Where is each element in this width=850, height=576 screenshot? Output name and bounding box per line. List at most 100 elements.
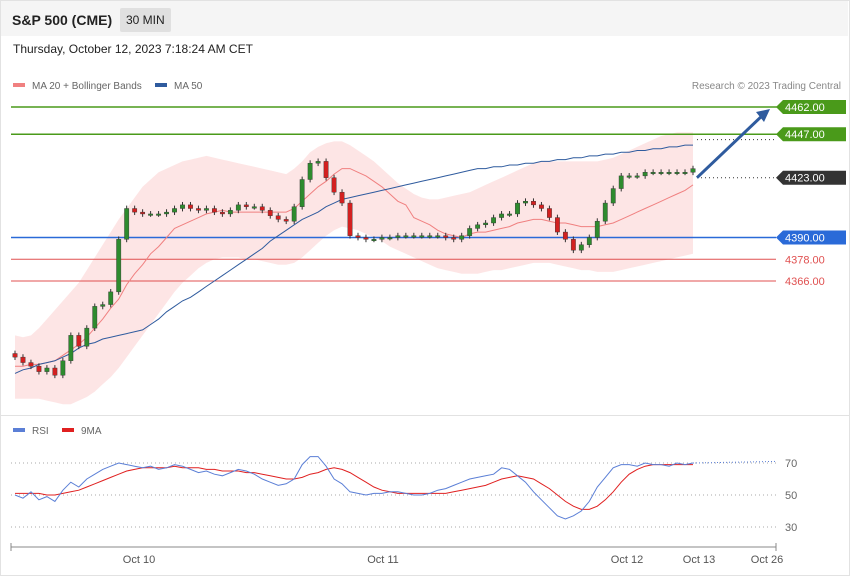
candle-body — [443, 235, 449, 238]
candle-body — [531, 201, 536, 206]
candle-body — [100, 304, 106, 307]
candle-body — [92, 306, 98, 329]
candle-body — [555, 217, 560, 233]
legend-9ma: 9MA — [62, 426, 102, 437]
candle-body — [435, 235, 441, 238]
candle-body — [634, 175, 640, 178]
projection-shaft — [695, 112, 766, 179]
projection-head — [756, 109, 770, 122]
legend-9ma-label: 9MA — [81, 426, 102, 437]
candle-body — [483, 222, 489, 226]
time-label: Oct 13 — [683, 554, 715, 566]
level-label-4447.00: 4447.00 — [785, 129, 825, 141]
timeframe-button[interactable]: 30 MIN — [120, 8, 171, 32]
candle-body — [523, 201, 528, 204]
rsi-extension — [692, 460, 777, 464]
candle-body — [68, 335, 74, 361]
time-label: Oct 10 — [123, 554, 155, 566]
candle-body — [331, 177, 337, 193]
candle-body — [60, 360, 66, 376]
candle-body — [204, 208, 209, 211]
bollinger-fill — [15, 132, 693, 405]
candle-body — [499, 213, 504, 218]
candle-body — [299, 179, 305, 207]
candle-body — [140, 211, 146, 215]
legend-ma50: MA 50 — [155, 81, 202, 92]
candle-body — [395, 235, 401, 238]
candle-body — [570, 239, 576, 251]
level-label-4390.00: 4390.00 — [785, 233, 825, 245]
candle-body — [658, 172, 664, 174]
rsi-panel: 70 50 30 — [11, 456, 797, 534]
candle-body — [36, 365, 42, 372]
candle-body — [156, 213, 161, 216]
legend-ma50-label: MA 50 — [174, 81, 203, 92]
level-label-4366.00: 4366.00 — [785, 276, 825, 288]
candle-body — [227, 210, 233, 215]
candles — [12, 158, 696, 379]
candle-body — [539, 204, 544, 209]
candle-body — [467, 228, 473, 236]
candle-body — [108, 291, 114, 305]
legend-rsi-label: RSI — [32, 426, 49, 437]
candle-body — [251, 206, 257, 209]
ma50-line — [14, 144, 693, 374]
candle-body — [515, 202, 520, 215]
candle-body — [419, 235, 425, 238]
candle-body — [602, 202, 608, 222]
rsi-swatch — [13, 428, 25, 433]
candle-body — [291, 206, 297, 222]
candle-body — [682, 172, 688, 174]
candle-body — [124, 208, 130, 240]
price-levels: 4462.00 4447.00 4423.00 4390.00 4378.00 4366.… — [11, 100, 846, 288]
candle-body — [618, 175, 624, 189]
candle-body — [674, 172, 680, 174]
candle-body — [610, 188, 616, 204]
time-label: Oct 26 — [751, 554, 783, 566]
candle-body — [491, 217, 496, 224]
candle-body — [650, 172, 656, 174]
candle-body — [323, 161, 329, 178]
candle-body — [379, 237, 385, 240]
credit-text: Research © 2023 Trading Central — [691, 81, 841, 92]
candle-body — [507, 213, 512, 216]
candle-body — [355, 235, 361, 238]
candle-body — [411, 235, 417, 238]
candle-body — [219, 211, 225, 215]
time-axis: Oct 10 Oct 11 Oct 12 Oct 13 Oct 26 — [10, 543, 783, 566]
legend-rsi: RSI — [13, 426, 49, 437]
candle-body — [347, 202, 353, 236]
bollinger-band — [15, 132, 693, 405]
candle-body — [180, 204, 185, 209]
rsi-tick-30: 30 — [785, 522, 797, 534]
level-label-4378.00: 4378.00 — [785, 254, 825, 266]
level-label-4462.00: 4462.00 — [785, 102, 825, 114]
candle-body — [275, 215, 281, 220]
time-label: Oct 12 — [611, 554, 643, 566]
candle-body — [148, 213, 153, 216]
moving-averages — [14, 144, 694, 374]
candle-body — [12, 353, 18, 358]
candle-body — [387, 237, 393, 240]
candle-body — [339, 191, 345, 204]
legend-ma20: MA 20 + Bollinger Bands — [13, 81, 142, 92]
level-tag-4462.00 — [776, 100, 846, 114]
projection-arrow — [695, 109, 770, 179]
candle-body — [267, 210, 273, 216]
candle-body — [188, 204, 193, 209]
9ma-swatch — [62, 428, 74, 433]
ma50-swatch — [155, 83, 167, 88]
candle-body — [363, 237, 369, 240]
candle-body — [164, 211, 169, 215]
candle-body — [196, 208, 201, 211]
candle-body — [427, 235, 433, 238]
candle-body — [52, 367, 58, 376]
candle-body — [562, 231, 568, 240]
instrument-title: S&P 500 (CME) — [12, 12, 113, 28]
candle-body — [459, 235, 465, 240]
candle-body — [547, 208, 552, 218]
panel-divider — [1, 415, 849, 416]
ma20-line — [15, 168, 694, 367]
legend-ma20-label: MA 20 + Bollinger Bands — [32, 81, 142, 92]
